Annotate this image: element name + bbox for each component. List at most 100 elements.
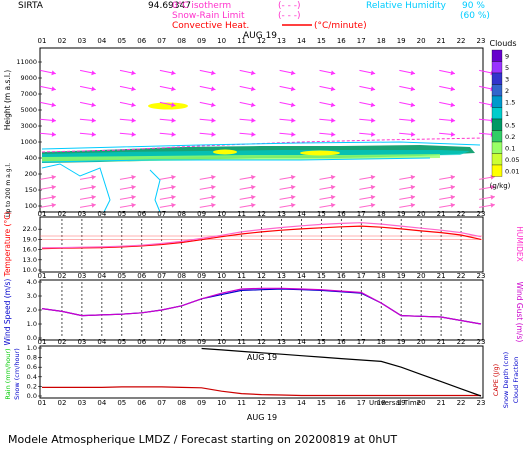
colorbar-swatch (491, 164, 503, 177)
wind-arrow (359, 174, 376, 180)
hour-tick-label: 01 (38, 210, 47, 218)
wind-arrow (239, 131, 256, 137)
wind-arrow (159, 194, 176, 200)
hour-tick-label: 12 (257, 399, 266, 407)
series-line-cape (201, 347, 482, 397)
panel-height-ylabel: Height (m a.s.l.) (3, 70, 12, 131)
colorbar-swatch (491, 49, 503, 62)
wind-arrow (40, 85, 56, 92)
legend-rh-label: Relative Humidity (366, 1, 447, 11)
rh-contour-1 (41, 163, 111, 213)
hour-tick-label: 13 (277, 399, 286, 407)
hour-tick-label: 15 (317, 37, 326, 45)
hour-tick-label: 18 (377, 399, 386, 407)
ytick-label: 4.0 (27, 278, 37, 286)
hour-tick-label: 22 (457, 338, 466, 346)
hour-tick-label: 03 (77, 272, 86, 280)
hour-tick-label: 17 (357, 37, 366, 45)
series-line-wind-gust (41, 287, 482, 325)
colorbar-swatch (491, 118, 503, 131)
hour-tick-label: 21 (437, 338, 446, 346)
hour-tick-label: 17 (357, 210, 366, 218)
colorbar-swatch (491, 107, 503, 120)
wind-arrow (239, 117, 256, 123)
hour-tick-label: 03 (77, 210, 86, 218)
wind-arrow (79, 184, 96, 190)
ytick-label: 0.8 (27, 354, 37, 362)
wind-arrow (279, 174, 296, 180)
hour-tick-label: 16 (337, 399, 346, 407)
wind-arrow (399, 101, 416, 108)
hour-tick-label: 10 (217, 272, 226, 280)
panel-temperature-grid (40, 219, 483, 270)
ytick-label: 0.0 (27, 334, 37, 342)
panel-wind-ylabel: Wind Speed (m/s) (3, 279, 12, 346)
wind-arrow (359, 131, 376, 137)
ytick-label: 10.0 (23, 266, 37, 274)
footer-title: Modele Atmospherique LMDZ / Forecast sta… (8, 433, 397, 446)
panel-temperature-frame (39, 216, 484, 273)
series-line-temperature (41, 225, 482, 250)
legend-convective-key: (°C/minute) (314, 21, 367, 31)
wind-arrow (279, 131, 296, 137)
clouds-unit: (g/kg) (490, 182, 511, 190)
legend-snowrain-label: Snow-Rain Limit (172, 11, 245, 21)
panel-height-ytick: 5000 (20, 106, 37, 114)
ytick-label: 19.0 (23, 235, 37, 243)
hour-tick-label: 14 (297, 272, 306, 280)
hour-tick-label: 11 (237, 338, 246, 346)
ytick-label: 2.0 (27, 306, 37, 314)
hour-tick-label: 01 (38, 338, 47, 346)
hour-tick-label: 06 (137, 210, 146, 218)
hour-tick-label: 10 (217, 210, 226, 218)
hour-tick-label: 20 (417, 210, 426, 218)
hour-tick-label: 18 (377, 338, 386, 346)
series-line-cloud-fraction (42, 386, 481, 397)
hour-tick-label: 17 (357, 399, 366, 407)
hour-tick-label: 21 (437, 37, 446, 45)
hour-tick-label: 20 (417, 272, 426, 280)
hour-tick-label: 03 (77, 37, 86, 45)
ytick-label: 0.0 (27, 392, 37, 400)
hour-tick-label: 06 (137, 272, 146, 280)
hour-tick-label: 02 (57, 37, 66, 45)
wind-arrow (39, 131, 57, 137)
hour-tick-label: 06 (137, 338, 146, 346)
wind-arrow (319, 131, 336, 137)
hour-tick-label: 07 (157, 210, 166, 218)
panel-height-date: AUG 19 (243, 31, 277, 41)
panel-height-frame (39, 47, 484, 213)
wind-arrow (399, 174, 416, 180)
wind-arrow (279, 184, 296, 190)
wind-arrow (40, 184, 56, 190)
panel-height-ytick: 3000 (20, 122, 37, 130)
wind-arrow (119, 202, 136, 208)
hour-tick-label: 02 (57, 272, 66, 280)
panel-height-ytick: 9000 (20, 74, 37, 82)
colorbar-label: 1 (505, 110, 509, 118)
colorbar-swatch (491, 141, 503, 154)
hour-tick-label: 23 (477, 338, 486, 346)
panel-temperature-ylabel: Temperature (°C) (3, 212, 12, 278)
hour-tick-label: 02 (57, 399, 66, 407)
wind-arrow (79, 69, 96, 76)
panel-rain-ylabel-r3: Cloud Fraction (512, 357, 520, 404)
hour-tick-label: 22 (457, 37, 466, 45)
ytick-label: 1.0 (27, 320, 37, 328)
colorbar-swatch (491, 72, 503, 85)
wind-arrow (40, 194, 56, 200)
hour-tick-label: 09 (197, 210, 206, 218)
wind-arrow (239, 69, 256, 76)
hour-tick-label: 10 (217, 37, 226, 45)
hour-tick-label: 09 (197, 338, 206, 346)
cloud-patch-upper (148, 102, 188, 110)
hour-tick-label: 05 (117, 399, 126, 407)
wind-arrow (439, 131, 456, 137)
panel-temperature: Temperature (°C) HUMIDEX 22.0 19.0 16.0 13.… (3, 212, 524, 278)
panel-height-yticks: 11000 9000 7000 5000 3000 1000 400 200 150 100 (16, 58, 42, 210)
hour-tick-label: 12 (257, 210, 266, 218)
site-coords: 94.69347 (148, 1, 191, 11)
hour-tick-label: 04 (97, 399, 106, 407)
hour-tick-label: 08 (177, 399, 186, 407)
